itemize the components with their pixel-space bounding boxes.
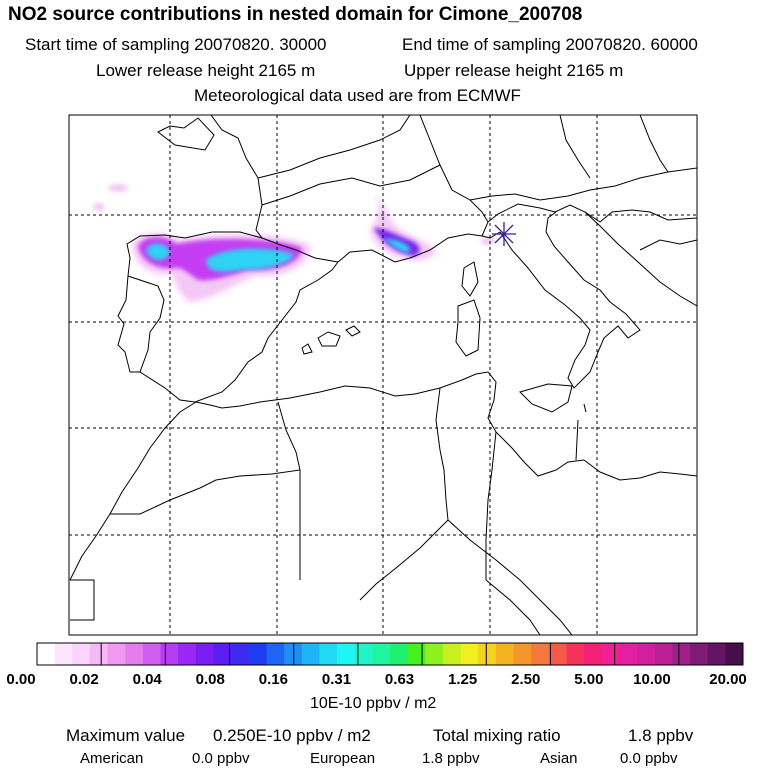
colorbar-swatch [213,643,232,665]
colorbar-swatch [460,643,479,665]
colorbar-tick-label: 5.00 [574,671,604,688]
start-time-label: Start time of sampling 20070820. 30000 [25,35,327,54]
colorbar-tick-label: 1.25 [448,671,478,688]
american-value: 0.0 ppbv [192,750,250,767]
max-value: 0.250E-10 ppbv / m2 [213,726,371,745]
asian-label: Asian [540,750,578,767]
colorbar-swatch [337,643,356,665]
colorbar-swatch [390,643,409,665]
total-mixing-label: Total mixing ratio [433,726,561,745]
colorbar-tick-label: 0.02 [69,671,99,688]
european-value: 1.8 ppbv [422,750,480,767]
colorbar-swatch [266,643,285,665]
colorbar-swatch [566,643,585,665]
colorbar-swatch [89,643,109,665]
colorbar-swatch [354,643,373,665]
colorbar-swatch [672,643,691,665]
colorbar-swatch [531,643,550,665]
colorbar-swatch [107,643,126,665]
no2-plume-iberia [132,233,311,302]
colorbar-tick-label: 0.16 [258,671,288,688]
colorbar-swatch [548,643,567,665]
colorbar-swatch [195,643,214,665]
colorbar-tick-label: 20.00 [709,671,747,688]
colorbar-swatch [495,643,515,665]
colorbar-tick-label: 10.00 [633,671,671,688]
american-label: American [80,750,144,767]
colorbar-swatch [37,643,56,665]
colorbar-swatch [248,643,267,665]
colorbar-swatch [142,643,162,665]
colorbar-swatch [637,643,656,665]
colorbar-swatch [407,643,426,665]
upper-release-label: Upper release height 2165 m [404,61,624,80]
total-mixing-value: 1.8 ppbv [628,726,694,745]
colorbar-swatch [513,643,532,665]
map-frame [68,114,698,636]
colorbar-frame [36,642,744,666]
end-time-label: End time of sampling 20070820. 60000 [402,35,698,54]
colorbar-swatch [178,643,197,665]
colorbar-tick-label: 0.00 [6,671,36,688]
colorbar-tick-label: 0.63 [384,671,415,688]
asian-value: 0.0 ppbv [620,750,678,767]
colorbar-swatch [619,643,638,665]
colorbar-swatch [707,643,726,665]
colorbar-swatch [284,643,303,665]
colorbar-swatch [690,643,709,665]
colorbar-swatch [601,643,620,665]
colorbar-swatch [654,643,673,665]
colorbar-swatch [319,643,338,665]
colorbar-swatch [72,643,91,665]
colorbar-swatch [54,643,73,665]
asterisk-icon [492,222,516,246]
max-value-label: Maximum value [66,726,186,745]
colorbar-tick-label: 2.50 [511,671,541,688]
coastlines [69,115,697,635]
colorbar-tick-label: 0.04 [132,671,162,688]
european-label: European [310,750,376,767]
no2-plume-gulf-of-lion [370,192,436,261]
colorbar-tick-label: 0.31 [321,671,352,688]
colorbar-swatch [478,643,497,665]
colorbar-unit: 10E-10 ppbv / m2 [310,695,437,712]
colorbar-swatch [584,643,603,665]
lat-lon-grid [69,115,697,635]
colorbar-swatch [301,643,320,665]
colorbar-swatch [442,643,462,665]
colorbar-swatch [425,643,444,665]
colorbar-swatch [372,643,391,665]
no2-plume-small [93,184,495,245]
colorbar-swatch [125,643,144,665]
colorbar-swatch [160,643,179,665]
colorbar-tick-label: 0.08 [195,671,225,688]
colorbar [36,642,744,666]
meteo-source-label: Meteorological data used are from ECMWF [194,86,521,105]
lower-release-label: Lower release height 2165 m [96,61,316,80]
map-title: NO2 source contributions in nested domai… [8,4,583,25]
colorbar-swatch [725,643,744,665]
colorbar-swatch [231,643,250,665]
